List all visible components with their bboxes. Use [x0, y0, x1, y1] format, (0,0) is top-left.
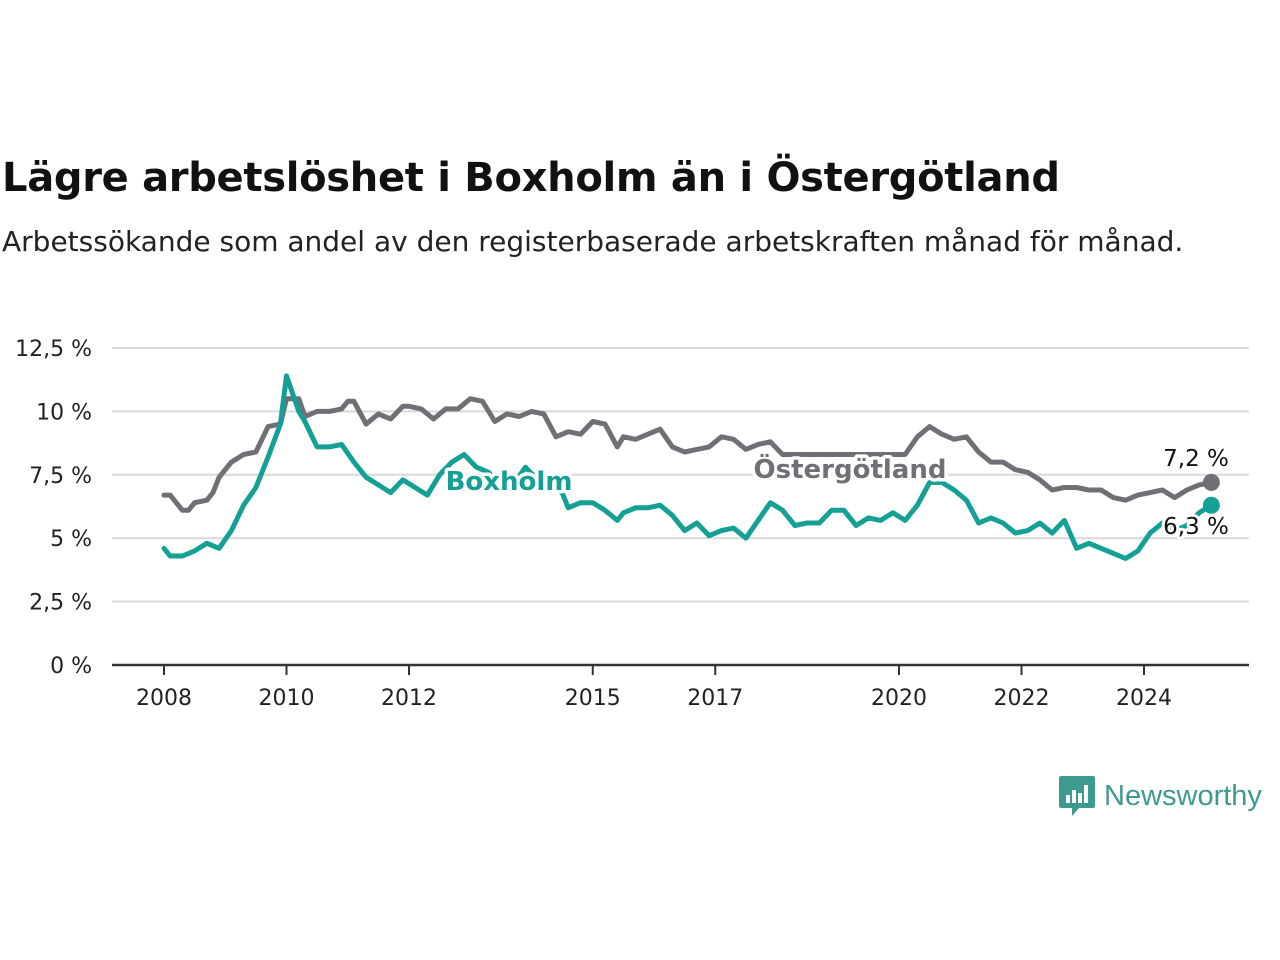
chart-subtitle: Arbetssökande som andel av den registerb… — [2, 225, 1184, 258]
y-tick-label-5: 12,5 % — [15, 337, 92, 362]
y-tick-label-4: 10 % — [36, 400, 92, 425]
series-line-0 — [161, 396, 1214, 513]
brand-name: Newsworthy — [1104, 779, 1262, 812]
newsworthy-logo-icon — [1059, 776, 1095, 816]
x-tick-label-4: 2017 — [687, 686, 743, 711]
x-tick-label-2: 2012 — [381, 686, 437, 711]
series-line-1 — [161, 373, 1214, 561]
y-tick-label-3: 7,5 % — [29, 464, 92, 489]
y-tick-label-2: 5 % — [50, 527, 92, 552]
series-end-value-1: 6,3 % — [1163, 514, 1229, 540]
y-tick-label-1: 2,5 % — [29, 591, 92, 616]
x-tick-label-1: 2010 — [259, 686, 315, 711]
series-end-marker-0 — [1202, 473, 1220, 491]
brand-logo: Newsworthy — [1058, 774, 1262, 818]
x-tick-label-7: 2024 — [1116, 686, 1172, 711]
series-name-label-0: Östergötland — [754, 452, 947, 485]
gridlines — [112, 347, 1249, 603]
x-tick-label-5: 2020 — [871, 686, 927, 711]
series-end-marker-1 — [1202, 496, 1220, 514]
axes: 0 % 2,5 % 5 % 7,5 % 10 % 12,5 % 2008 2010 2012 20… — [15, 337, 1249, 711]
y-tick-label-0: 0 % — [50, 654, 92, 679]
series-end-value-0: 7,2 % — [1163, 446, 1229, 472]
series-name-label-1: Boxholm — [446, 467, 573, 497]
x-tick-label-6: 2022 — [994, 686, 1050, 711]
series-lines — [161, 373, 1220, 561]
x-tick-label-3: 2015 — [565, 686, 621, 711]
series-labels: Östergötland Boxholm 7,2 % 6,3 % — [442, 443, 1232, 543]
x-tick-label-0: 2008 — [136, 686, 192, 711]
chart-title: Lägre arbetslöshet i Boxholm än i Österg… — [2, 155, 1060, 201]
